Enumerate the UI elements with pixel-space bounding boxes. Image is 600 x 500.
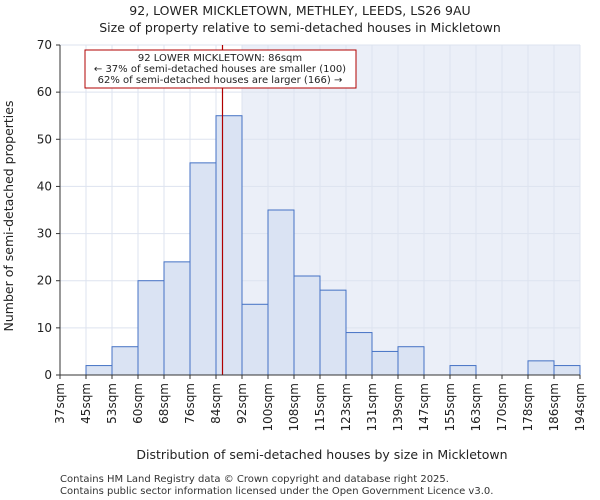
marker-annotation: 92 LOWER MICKLETOWN: 86sqm ← 37% of semi…	[84, 49, 357, 89]
x-tick-label: 147sqm	[417, 383, 431, 431]
annotation-smaller: ← 37% of semi-detached houses are smalle…	[94, 64, 346, 75]
histogram-bar-53sqm	[111, 346, 139, 376]
footer-line-1: Contains HM Land Registry data © Crown c…	[60, 474, 449, 485]
x-tick-label: 45sqm	[79, 383, 93, 424]
histogram-bar-131sqm	[371, 350, 399, 376]
x-tick-label: 53sqm	[105, 383, 119, 424]
x-tick-label: 108sqm	[287, 383, 301, 431]
histogram-bar-100sqm	[267, 209, 295, 376]
y-tick-label: 0	[44, 368, 52, 382]
histogram-bar-139sqm	[397, 346, 425, 376]
x-tick-label: 84sqm	[209, 383, 223, 424]
y-axis-label: Number of semi-detached properties	[1, 101, 16, 332]
x-tick-label: 170sqm	[495, 383, 509, 431]
y-tick-label: 50	[37, 132, 52, 146]
x-axis-label: Distribution of semi-detached houses by …	[136, 447, 507, 462]
y-tick-label: 70	[37, 38, 52, 52]
chart-title-line-1: 92, LOWER MICKLETOWN, METHLEY, LEEDS, LS…	[129, 3, 470, 18]
x-tick-label: 155sqm	[443, 383, 457, 431]
y-tick-label: 60	[37, 85, 52, 99]
histogram-bar-123sqm	[345, 332, 373, 376]
y-tick-label: 20	[37, 274, 52, 288]
x-tick-label: 76sqm	[183, 383, 197, 424]
y-tick-label: 40	[37, 179, 52, 193]
histogram-bar-115sqm	[319, 289, 347, 376]
y-tick-label: 30	[37, 227, 52, 241]
histogram-bar-76sqm	[189, 162, 217, 376]
y-tick-label: 10	[37, 321, 52, 335]
annotation-title: 92 LOWER MICKLETOWN: 86sqm	[138, 53, 302, 64]
x-tick-label: 92sqm	[235, 383, 249, 424]
x-tick-label: 178sqm	[521, 383, 535, 431]
x-tick-label: 60sqm	[131, 383, 145, 424]
histogram-bar-45sqm	[85, 365, 113, 376]
chart-title: 92, LOWER MICKLETOWN, METHLEY, LEEDS, LS…	[99, 3, 501, 35]
histogram-bar-178sqm	[527, 360, 555, 376]
x-tick-label: 139sqm	[391, 383, 405, 431]
chart-title-line-2: Size of property relative to semi-detach…	[99, 20, 501, 35]
histogram-bar-186sqm	[553, 365, 581, 376]
histogram-bar-68sqm	[163, 261, 191, 376]
footer-attribution: Contains HM Land Registry data © Crown c…	[60, 474, 493, 497]
histogram-bar-108sqm	[293, 275, 321, 376]
x-tick-label: 186sqm	[547, 383, 561, 431]
histogram-bar-155sqm	[449, 365, 477, 376]
x-tick-label: 163sqm	[469, 383, 483, 431]
histogram-bar-60sqm	[137, 280, 165, 376]
x-tick-label: 123sqm	[339, 383, 353, 431]
footer-line-2: Contains public sector information licen…	[60, 486, 493, 497]
x-tick-label: 37sqm	[53, 383, 67, 424]
x-tick-label: 68sqm	[157, 383, 171, 424]
x-tick-label: 194sqm	[573, 383, 587, 431]
x-tick-label: 115sqm	[313, 383, 327, 431]
annotation-box	[84, 49, 357, 89]
annotation-larger: 62% of semi-detached houses are larger (…	[98, 75, 343, 86]
x-tick-label: 131sqm	[365, 383, 379, 431]
histogram-bar-92sqm	[241, 303, 269, 376]
histogram-bar-84sqm	[215, 115, 243, 376]
x-tick-label: 100sqm	[261, 383, 275, 431]
